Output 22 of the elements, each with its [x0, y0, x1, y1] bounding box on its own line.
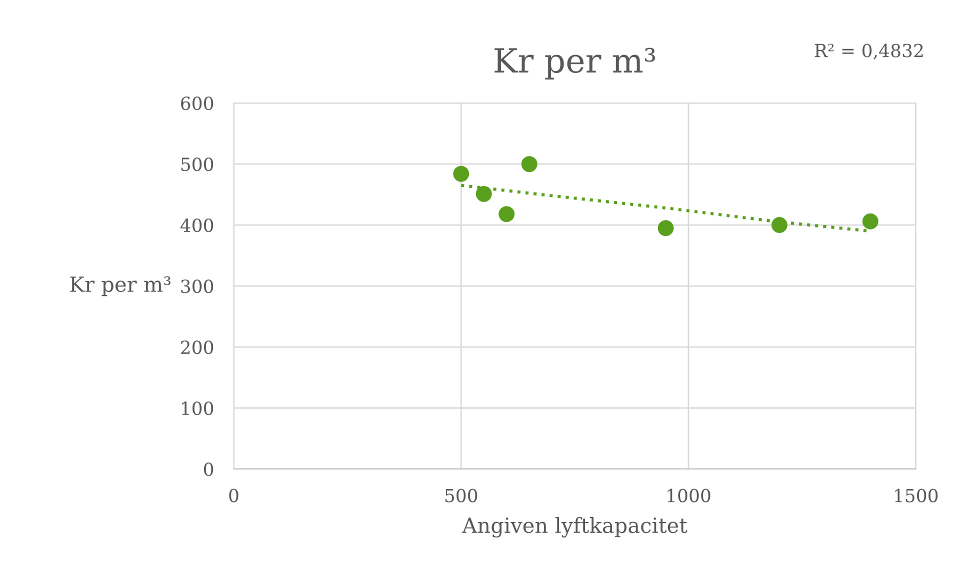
y-tick-label: 200 — [181, 340, 214, 354]
point — [521, 156, 538, 172]
point — [771, 217, 788, 234]
y-tick-label: 400 — [180, 218, 214, 232]
text: R² = 0,4832 — [814, 44, 923, 60]
x-tick-label: 0 — [229, 488, 238, 502]
y-tick-label: 500 — [181, 158, 214, 172]
x-axis-title: Angiven lyftkapacitet — [462, 517, 688, 538]
chart-title: Kr per m³ — [494, 48, 656, 80]
point — [476, 186, 492, 202]
y-tick-label: 0 — [204, 462, 214, 476]
y-axis-title: Kr per m³ — [70, 276, 170, 296]
point — [498, 206, 515, 222]
point — [658, 220, 674, 236]
y-tick-label: 300 — [181, 279, 214, 294]
point — [862, 213, 878, 230]
y-tick-label: 600 — [181, 96, 214, 110]
x-tick-label: 1000 — [668, 488, 710, 502]
x-tick-label: 500 — [445, 488, 478, 502]
y-tick-label: 100 — [182, 401, 214, 416]
x-tick-label: 1500 — [895, 488, 938, 502]
point — [453, 166, 470, 182]
